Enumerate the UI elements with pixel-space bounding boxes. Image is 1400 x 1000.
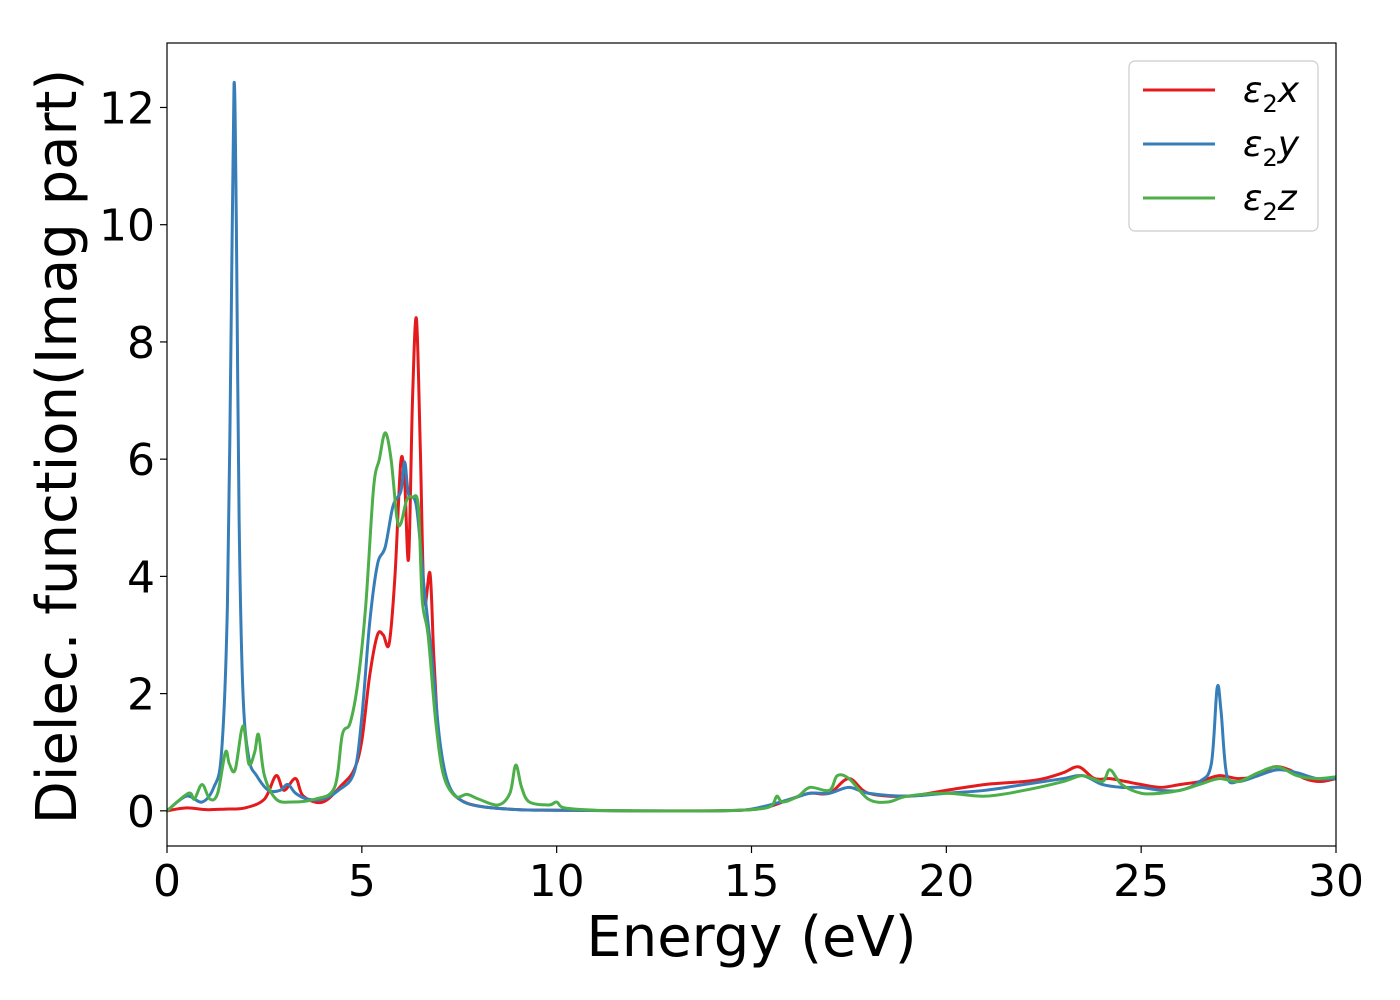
legend-label-base: ε — [1243, 124, 1262, 165]
series-line-y — [167, 80, 1336, 813]
legend-label-subscript: 2 — [1262, 90, 1277, 118]
x-axis-title: Energy (eV) — [586, 905, 916, 970]
y-tick-label: 0 — [127, 787, 155, 838]
x-tick-label: 15 — [724, 856, 780, 907]
legend-label-var: y — [1277, 124, 1300, 165]
y-tick-label: 8 — [127, 318, 155, 369]
legend-label-z: ε2z — [1243, 178, 1298, 226]
y-axis-title: Dielec. function(Imag part) — [25, 69, 90, 825]
legend-label-x: ε2x — [1243, 70, 1300, 118]
legend-label-subscript: 2 — [1262, 198, 1277, 226]
y-tick-label: 2 — [127, 670, 155, 721]
legend-label-var: x — [1277, 70, 1300, 111]
legend-label-var: z — [1277, 178, 1298, 219]
x-tick-label: 10 — [529, 856, 585, 907]
x-tick-label: 20 — [918, 856, 974, 907]
x-tick-label: 25 — [1113, 856, 1169, 907]
legend-label-base: ε — [1243, 70, 1262, 111]
legend-label-subscript: 2 — [1262, 144, 1277, 172]
x-tick-label: 0 — [153, 856, 181, 907]
series-line-z — [167, 431, 1336, 813]
series-layer — [167, 80, 1336, 813]
y-tick-label: 12 — [99, 83, 155, 134]
x-tick-label: 30 — [1308, 856, 1364, 907]
x-tick-label: 5 — [348, 856, 376, 907]
y-tick-label: 10 — [99, 201, 155, 252]
legend-label-base: ε — [1243, 178, 1262, 219]
y-axis: 0 2 4 6 8 10 12 — [99, 83, 167, 838]
y-tick-label: 6 — [127, 435, 155, 486]
legend-label-y: ε2y — [1243, 124, 1300, 172]
y-tick-label: 4 — [127, 552, 155, 603]
x-axis: 0 5 10 15 20 25 30 — [153, 846, 1364, 907]
legend-box — [1128, 60, 1319, 232]
